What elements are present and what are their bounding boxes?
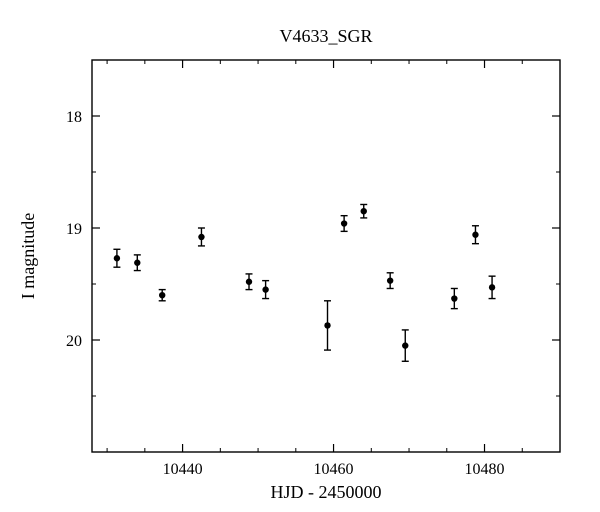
data-point bbox=[198, 234, 204, 240]
data-point bbox=[262, 286, 268, 292]
data-point bbox=[134, 260, 140, 266]
y-axis-label: I magnitude bbox=[18, 213, 38, 299]
data-point bbox=[361, 208, 367, 214]
data-point bbox=[159, 292, 165, 298]
data-point bbox=[472, 232, 478, 238]
data-point bbox=[451, 295, 457, 301]
data-point bbox=[402, 342, 408, 348]
svg-text:18: 18 bbox=[66, 109, 82, 126]
svg-text:20: 20 bbox=[66, 333, 82, 350]
svg-text:10460: 10460 bbox=[314, 461, 354, 478]
data-point bbox=[489, 284, 495, 290]
data-point bbox=[324, 322, 330, 328]
data-point bbox=[387, 277, 393, 283]
data-point bbox=[246, 279, 252, 285]
lightcurve-chart: 10440 10460 10480 18 19 20 V4633_SGR HJD - 2450… bbox=[0, 0, 600, 512]
x-axis-label: HJD - 2450000 bbox=[271, 482, 382, 502]
chart-svg: 10440 10460 10480 18 19 20 V4633_SGR HJD - 2450… bbox=[0, 0, 600, 512]
data-point bbox=[341, 220, 347, 226]
svg-text:19: 19 bbox=[66, 221, 82, 238]
data-point bbox=[114, 255, 120, 261]
chart-title: V4633_SGR bbox=[279, 26, 372, 46]
svg-text:10480: 10480 bbox=[465, 461, 505, 478]
svg-text:10440: 10440 bbox=[163, 461, 203, 478]
